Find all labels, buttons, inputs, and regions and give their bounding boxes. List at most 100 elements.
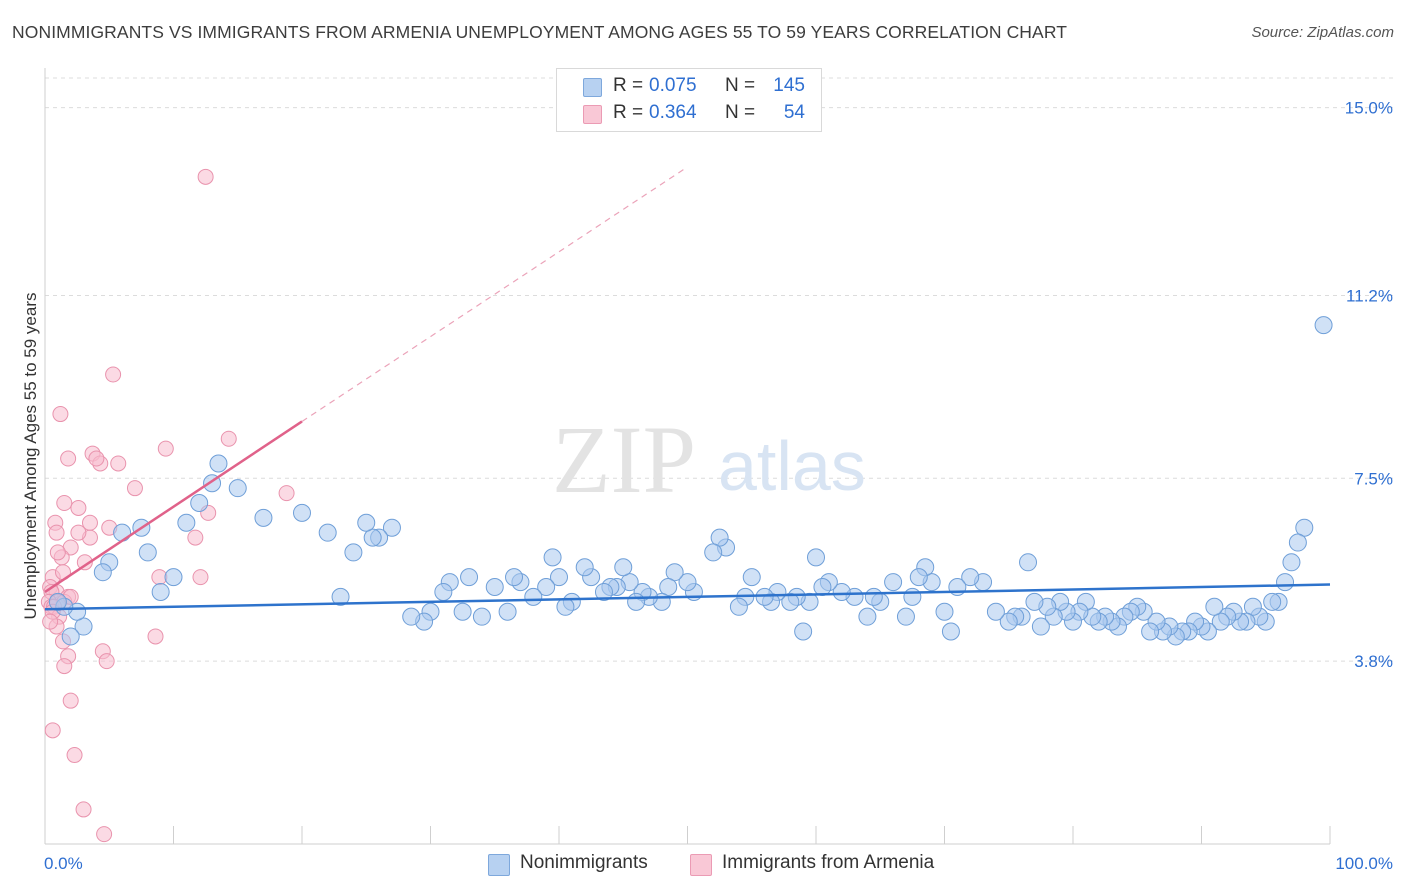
data-point-nonimmigrants [113, 523, 132, 542]
data-point-nonimmigrants [48, 592, 67, 611]
data-point-armenia [81, 514, 98, 531]
data-point-nonimmigrants [941, 622, 960, 641]
data-point-nonimmigrants [331, 587, 350, 606]
data-point-nonimmigrants [594, 582, 613, 601]
watermark-zip: ZIP [552, 406, 696, 513]
data-point-armenia [76, 554, 93, 571]
data-point-nonimmigrants [209, 454, 228, 473]
data-point-nonimmigrants [575, 558, 594, 577]
data-point-nonimmigrants [1025, 592, 1044, 611]
data-point-nonimmigrants [1314, 316, 1333, 335]
data-point-armenia [105, 366, 122, 383]
data-point-nonimmigrants [434, 582, 453, 601]
data-point-armenia [62, 692, 79, 709]
data-point-armenia [98, 653, 115, 670]
legend-stats: R = 0.075 N = 145 R = 0.364 N = 54 [556, 68, 822, 132]
data-point-nonimmigrants [61, 627, 80, 646]
data-point-nonimmigrants [794, 622, 813, 641]
data-point-armenia [42, 613, 59, 630]
legend-label: Immigrants from Armenia [722, 852, 935, 873]
legend-swatch-pink [583, 105, 602, 124]
data-point-armenia [278, 485, 295, 502]
data-point-nonimmigrants [151, 582, 170, 601]
trend-line-nonimmigrants [44, 583, 1331, 611]
legend-swatch-blue [583, 78, 602, 97]
data-point-nonimmigrants [138, 543, 157, 562]
y-tick-label: 15.0% [1345, 99, 1393, 118]
data-point-nonimmigrants [556, 597, 575, 616]
legend-n-value: 145 [773, 75, 805, 96]
x-tick-label: 100.0% [1335, 854, 1393, 873]
watermark-atlas: atlas [718, 427, 866, 505]
data-point-nonimmigrants [357, 513, 376, 532]
data-point-nonimmigrants [498, 602, 517, 621]
data-point-nonimmigrants [293, 503, 311, 522]
data-point-nonimmigrants [986, 602, 1005, 621]
data-point-nonimmigrants [729, 597, 748, 616]
data-point-armenia [66, 747, 83, 764]
data-point-armenia [126, 480, 143, 497]
legend-r-value: 0.075 [649, 75, 697, 96]
data-point-nonimmigrants [999, 612, 1018, 631]
data-point-nonimmigrants [781, 592, 800, 611]
series-nonimmigrants [48, 316, 1333, 646]
legend-n-label: N = [725, 75, 756, 96]
data-point-nonimmigrants [485, 578, 504, 597]
tick-labels: 3.8% 7.5% 11.2% 15.0% 0.0% 100.0% [44, 99, 1393, 873]
data-point-nonimmigrants [884, 573, 903, 592]
legend-n-value: 54 [783, 102, 805, 123]
legend-n-label: N = [725, 102, 756, 123]
watermark: ZIP atlas [552, 406, 866, 513]
data-point-nonimmigrants [453, 602, 472, 621]
data-point-nonimmigrants [896, 607, 915, 626]
data-point-nonimmigrants [190, 494, 209, 513]
data-point-armenia [88, 450, 105, 467]
trend-lines [44, 166, 1331, 611]
data-point-nonimmigrants [1031, 617, 1050, 636]
data-point-nonimmigrants [710, 528, 729, 547]
legend-label: Nonimmigrants [520, 852, 648, 873]
data-point-nonimmigrants [1205, 597, 1224, 616]
data-point-nonimmigrants [961, 568, 980, 587]
data-point-nonimmigrants [505, 568, 524, 587]
data-point-nonimmigrants [858, 607, 877, 626]
data-point-armenia [49, 544, 66, 561]
grid-lines [45, 77, 1395, 662]
legend-r-label: R = [613, 75, 644, 96]
chart-title: NONIMMIGRANTS VS IMMIGRANTS FROM ARMENIA… [12, 22, 1068, 42]
data-point-nonimmigrants [543, 548, 562, 567]
data-point-armenia [157, 440, 174, 457]
data-point-nonimmigrants [524, 587, 543, 606]
data-point-nonimmigrants [254, 508, 273, 527]
data-point-nonimmigrants [1243, 597, 1262, 616]
legend-swatch-pink [690, 854, 712, 876]
legend-r-value: 0.364 [649, 102, 697, 123]
trend-line-armenia-extension [301, 166, 688, 422]
data-point-nonimmigrants [382, 518, 401, 537]
data-point-armenia [96, 826, 113, 843]
data-point-nonimmigrants [903, 587, 922, 606]
x-tick-label: 0.0% [44, 854, 83, 873]
data-point-nonimmigrants [1282, 553, 1301, 572]
data-point-nonimmigrants [704, 543, 723, 562]
data-point-nonimmigrants [74, 617, 93, 636]
data-point-nonimmigrants [318, 523, 337, 542]
source-credit: Source: ZipAtlas.com [1251, 24, 1394, 41]
data-point-nonimmigrants [472, 607, 491, 626]
data-point-armenia [56, 495, 73, 512]
data-point-nonimmigrants [864, 587, 883, 606]
data-point-nonimmigrants [832, 582, 851, 601]
data-point-nonimmigrants [1276, 573, 1295, 592]
data-point-nonimmigrants [164, 568, 183, 587]
y-axis-label: Unemployment Among Ages 55 to 59 years [21, 293, 40, 620]
data-point-armenia [110, 455, 127, 472]
data-point-nonimmigrants [537, 578, 556, 597]
data-point-nonimmigrants [1288, 533, 1307, 552]
data-point-nonimmigrants [93, 563, 112, 582]
data-point-armenia [56, 658, 73, 675]
data-point-armenia [147, 628, 164, 645]
data-point-nonimmigrants [909, 568, 928, 587]
trend-line-armenia [44, 420, 303, 594]
legend-r-label: R = [613, 102, 644, 123]
